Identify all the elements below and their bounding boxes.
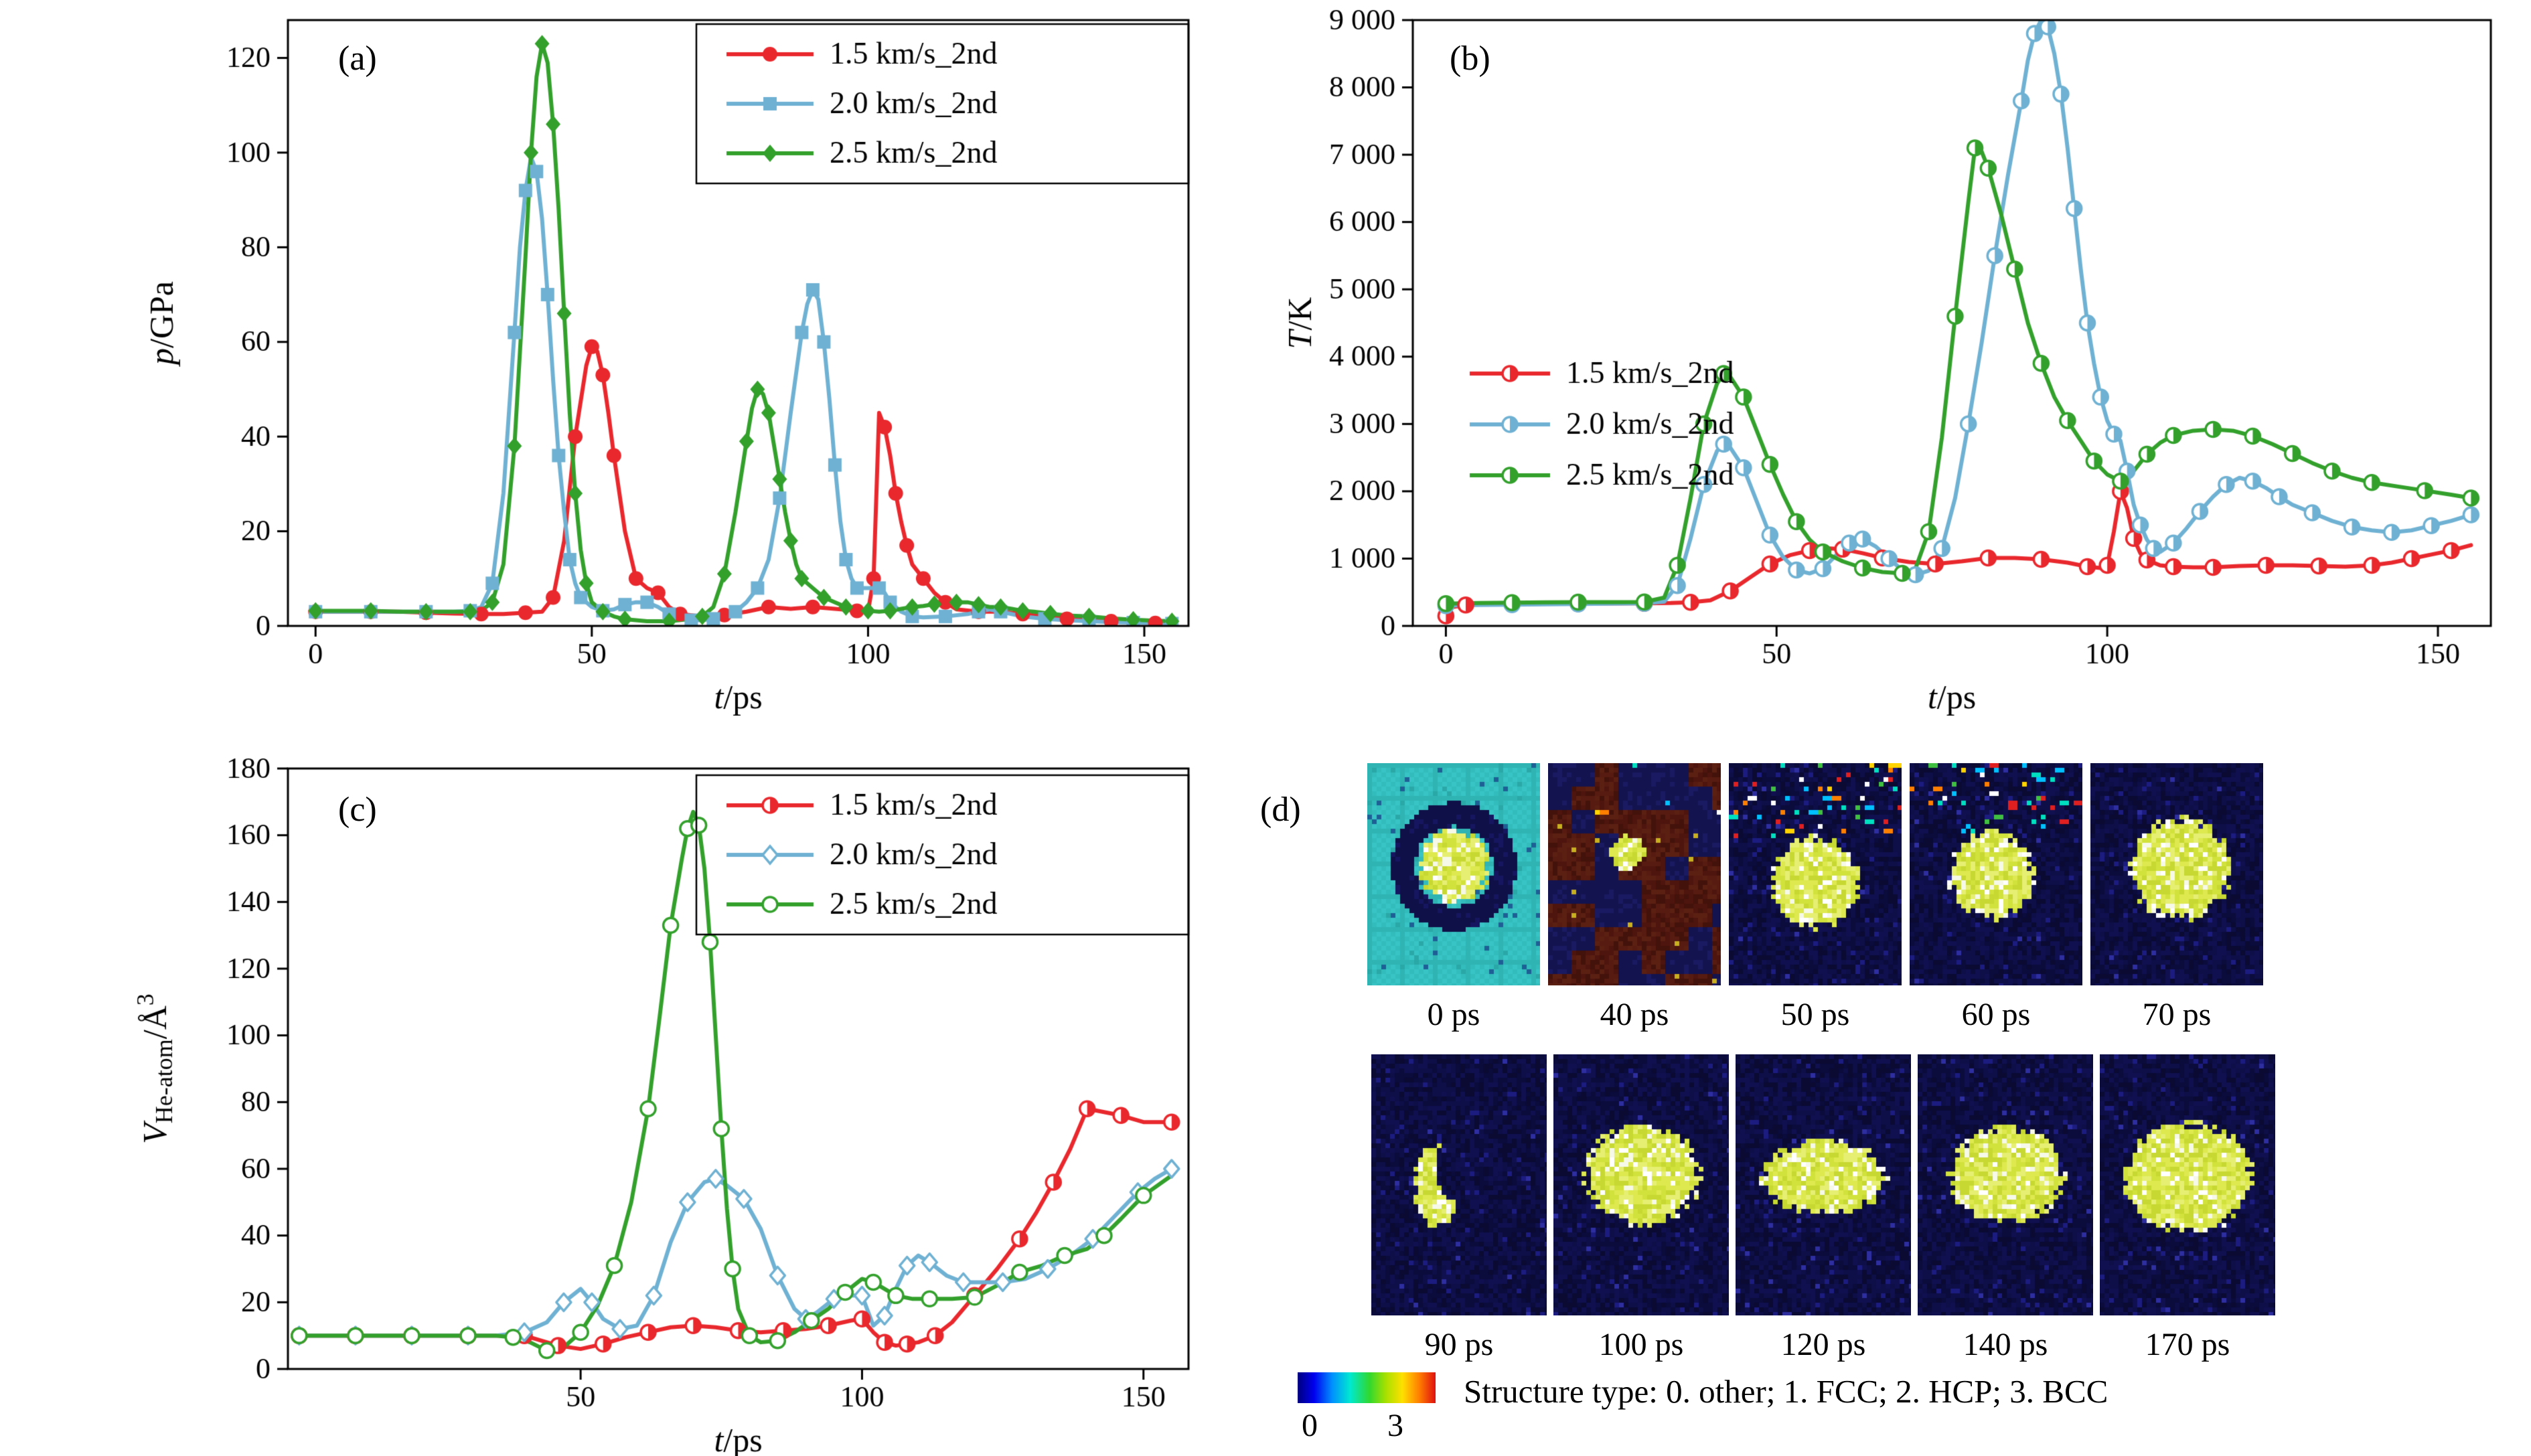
snapshot-image xyxy=(1553,1054,1729,1315)
snapshot-row-2: 90 ps 100 ps 120 ps 140 ps 170 ps xyxy=(1371,1054,2275,1363)
snapshot-time-label: 120 ps xyxy=(1780,1327,1866,1362)
panel-label-d: (d) xyxy=(1260,791,1301,829)
colorbar-min-label: 0 xyxy=(1302,1408,1318,1443)
snapshot-cell: 0 ps xyxy=(1367,763,1540,1033)
snapshot-row-1: 0 ps 40 ps 50 ps 60 ps 70 ps xyxy=(1367,763,2263,1033)
snapshot-time-label: 100 ps xyxy=(1598,1327,1684,1362)
structure-type-colorbar xyxy=(1298,1372,1436,1403)
snapshot-cell: 70 ps xyxy=(2090,763,2263,1033)
snapshot-cell: 120 ps xyxy=(1736,1054,1911,1363)
snapshot-image xyxy=(1736,1054,1911,1315)
snapshot-cell: 100 ps xyxy=(1553,1054,1729,1363)
colorbar-max-label: 3 xyxy=(1387,1408,1403,1443)
snapshot-image xyxy=(1371,1054,1547,1315)
panel-label-b: (b) xyxy=(1450,39,1490,78)
snapshot-time-label: 60 ps xyxy=(1961,997,2031,1032)
snapshot-image xyxy=(1910,763,2082,985)
snapshot-cell: 60 ps xyxy=(1910,763,2082,1033)
snapshot-time-label: 40 ps xyxy=(1600,997,1669,1032)
panel-label-c: (c) xyxy=(338,791,377,829)
snapshot-cell: 40 ps xyxy=(1548,763,1721,1033)
snapshot-cell: 50 ps xyxy=(1729,763,1902,1033)
snapshot-cell: 170 ps xyxy=(2100,1054,2275,1363)
snapshot-time-label: 70 ps xyxy=(2142,997,2212,1032)
snapshot-time-label: 0 ps xyxy=(1427,997,1480,1032)
snapshot-cell: 90 ps xyxy=(1371,1054,1547,1363)
snapshot-image xyxy=(1548,763,1721,985)
snapshot-image xyxy=(1729,763,1902,985)
snapshot-time-label: 90 ps xyxy=(1424,1327,1494,1362)
snapshot-time-label: 50 ps xyxy=(1780,997,1850,1032)
snapshot-cell: 140 ps xyxy=(1918,1054,2093,1363)
snapshot-image xyxy=(2090,763,2263,985)
chart-pressure-vs-time xyxy=(80,0,1219,736)
snapshot-image xyxy=(1367,763,1540,985)
snapshot-time-label: 140 ps xyxy=(1963,1327,2048,1362)
structure-type-caption: Structure type: 0. other; 1. FCC; 2. HCP… xyxy=(1464,1373,2108,1410)
chart-temperature-vs-time xyxy=(1272,0,2531,736)
snapshot-image xyxy=(1918,1054,2093,1315)
snapshot-time-label: 170 ps xyxy=(2145,1327,2230,1362)
chart-he-atom-volume-vs-time xyxy=(80,750,1219,1456)
snapshot-image xyxy=(2100,1054,2275,1315)
panel-label-a: (a) xyxy=(338,39,377,78)
